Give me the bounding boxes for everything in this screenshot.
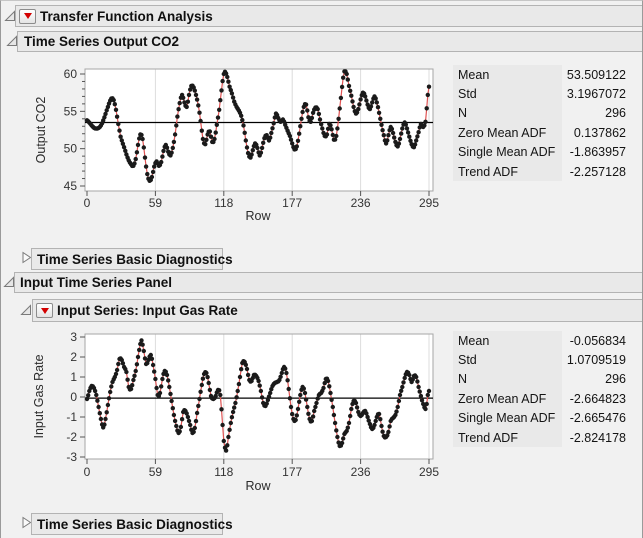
stat-label: Std	[453, 350, 562, 370]
svg-text:45: 45	[64, 179, 78, 193]
svg-text:Row: Row	[245, 209, 271, 223]
svg-text:59: 59	[149, 465, 163, 479]
stats-row: N 296	[453, 103, 626, 124]
svg-text:60: 60	[64, 67, 78, 81]
stats-row: Trend ADF -2.824178	[453, 427, 626, 448]
svg-text:Row: Row	[245, 479, 271, 493]
svg-text:118: 118	[214, 465, 233, 479]
disclosure-open-icon[interactable]	[6, 35, 18, 47]
stat-value: -1.863957	[569, 145, 626, 160]
disclosure-open-icon[interactable]	[20, 304, 32, 316]
stat-label: N	[453, 369, 562, 390]
stat-label: Single Mean ADF	[453, 142, 562, 162]
svg-text:Input Gas Rate: Input Gas Rate	[32, 354, 46, 438]
stat-label: N	[453, 103, 562, 124]
stat-value: 296	[605, 372, 626, 387]
input-gas-summary-stats-table: Mean -0.056834 Std 1.0709519 N 296 Zero Mean A…	[453, 331, 626, 448]
co2-time-series-plot[interactable]: 45 50 55 60 0 59 118 177 236 295 Row Output CO2	[1, 61, 643, 227]
svg-text:236: 236	[351, 196, 371, 210]
stat-value: 0.137862	[573, 125, 626, 140]
stat-label: Mean	[453, 65, 562, 85]
red-triangle-menu-button[interactable]	[36, 303, 53, 318]
disclosure-open-icon[interactable]	[3, 276, 15, 288]
stat-label: Std	[453, 84, 562, 104]
outline-title-output-co2: Time Series Output CO2	[24, 34, 180, 49]
svg-text:2: 2	[70, 350, 77, 364]
stat-value: -2.664823	[569, 391, 626, 406]
stats-row: Std 1.0709519	[453, 350, 626, 370]
disclosure-collapsed-icon[interactable]	[21, 251, 32, 264]
stats-row: Zero Mean ADF 0.137862	[453, 123, 626, 143]
svg-text:3: 3	[70, 330, 77, 344]
svg-text:295: 295	[419, 465, 439, 479]
stat-label: Trend ADF	[453, 427, 562, 448]
stat-label: Mean	[453, 331, 562, 351]
stats-row: Trend ADF -2.257128	[453, 161, 626, 182]
svg-text:-2: -2	[66, 430, 77, 444]
stats-row: Mean -0.056834	[453, 331, 626, 351]
stats-row: Zero Mean ADF -2.664823	[453, 389, 626, 409]
svg-text:295: 295	[419, 196, 439, 210]
stat-value: 1.0709519	[566, 353, 626, 368]
outline-header-time-series-output-co2[interactable]: Time Series Output CO2	[17, 31, 642, 52]
outline-title-basic-diagnostics: Time Series Basic Diagnostics	[37, 516, 233, 532]
svg-text:0: 0	[84, 196, 91, 210]
svg-text:-1: -1	[66, 410, 77, 424]
svg-text:50: 50	[64, 142, 78, 156]
disclosure-open-icon[interactable]	[4, 10, 16, 22]
stat-label: Single Mean ADF	[453, 408, 562, 428]
stats-row: N 296	[453, 369, 626, 390]
stats-row: Std 3.1967072	[453, 84, 626, 104]
red-triangle-icon	[40, 307, 49, 314]
stat-label: Zero Mean ADF	[453, 123, 562, 143]
outline-header-input-time-series-panel[interactable]: Input Time Series Panel	[14, 272, 642, 293]
outline-header-input-series-gas-rate[interactable]: Input Series: Input Gas Rate	[32, 299, 642, 322]
svg-text:Output CO2: Output CO2	[34, 97, 48, 164]
svg-text:59: 59	[149, 196, 163, 210]
svg-text:118: 118	[214, 196, 233, 210]
svg-text:236: 236	[351, 465, 371, 479]
stats-row: Single Mean ADF -2.665476	[453, 408, 626, 428]
stat-value: -2.824178	[569, 430, 626, 445]
stats-row: Mean 53.509122	[453, 65, 626, 85]
stat-value: 3.1967072	[566, 87, 626, 102]
svg-text:177: 177	[282, 465, 302, 479]
red-triangle-icon	[23, 13, 32, 19]
stat-value: -2.257128	[569, 164, 626, 179]
output-co2-summary-stats-table: Mean 53.509122 Std 3.1967072 N 296 Zero Mean A…	[453, 65, 626, 182]
svg-text:1: 1	[70, 370, 77, 384]
stat-value: 53.509122	[566, 67, 626, 82]
outline-title-basic-diagnostics: Time Series Basic Diagnostics	[37, 251, 233, 267]
gas-rate-time-series-plot[interactable]: -3 -2 -1 0 1 2 3 0 59 118 177 236 295 Row Input Gas Ra…	[1, 326, 643, 501]
svg-text:0: 0	[70, 390, 77, 404]
disclosure-collapsed-icon[interactable]	[21, 516, 32, 529]
stats-row: Single Mean ADF -1.863957	[453, 142, 626, 162]
stat-value: -0.056834	[569, 333, 626, 348]
stat-value: 296	[605, 106, 626, 121]
svg-text:55: 55	[64, 104, 78, 118]
outline-header-basic-diagnostics-output[interactable]: Time Series Basic Diagnostics	[31, 248, 233, 270]
outline-header-transfer-function-analysis[interactable]: Transfer Function Analysis	[15, 5, 642, 27]
stat-label: Trend ADF	[453, 161, 562, 182]
outline-title-input-series: Input Series: Input Gas Rate	[57, 303, 238, 318]
outline-title-input-panel: Input Time Series Panel	[20, 275, 173, 290]
svg-text:-3: -3	[66, 450, 77, 464]
outline-header-basic-diagnostics-input[interactable]: Time Series Basic Diagnostics	[31, 513, 233, 535]
red-triangle-menu-button[interactable]	[19, 8, 36, 24]
outline-title-transfer-function: Transfer Function Analysis	[40, 8, 213, 24]
stat-value: -2.665476	[569, 411, 626, 426]
stat-label: Zero Mean ADF	[453, 389, 562, 409]
svg-text:177: 177	[282, 196, 302, 210]
svg-text:0: 0	[84, 465, 91, 479]
